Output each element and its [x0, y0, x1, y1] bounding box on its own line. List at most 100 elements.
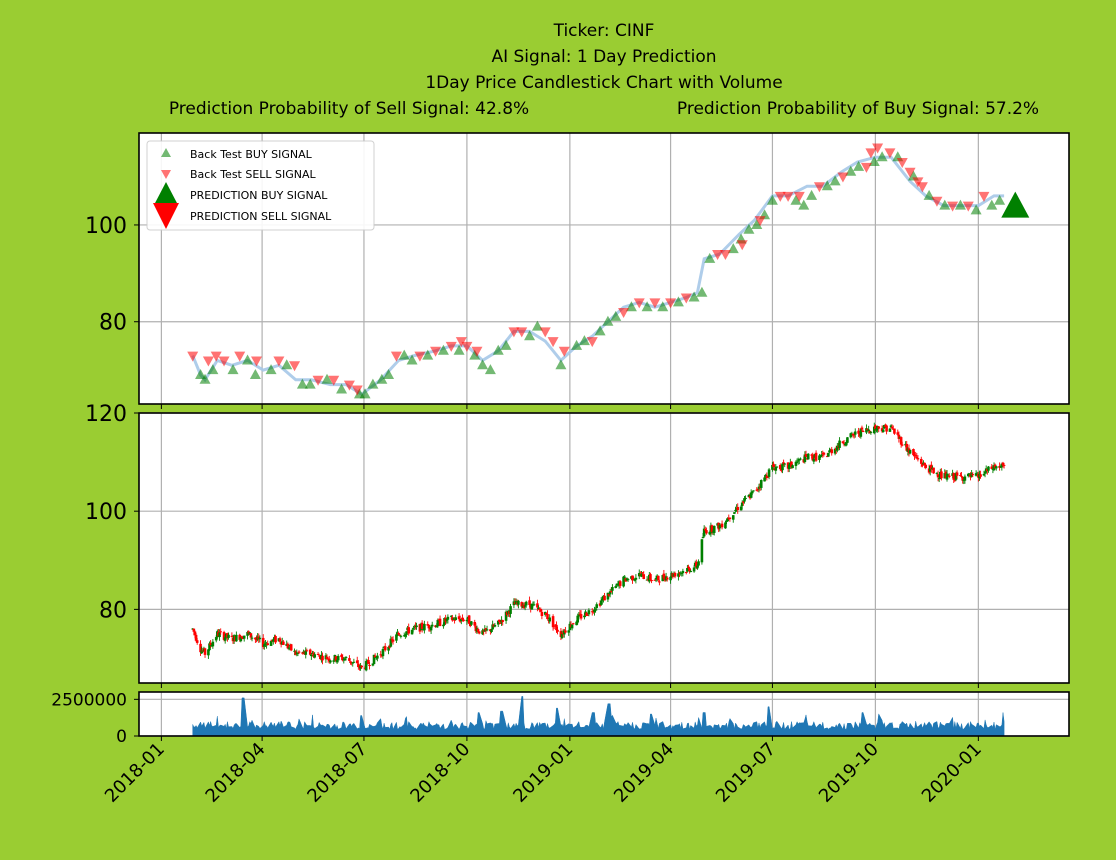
candle-body — [752, 490, 755, 492]
sell-signal-marker — [962, 201, 974, 212]
candle-body — [227, 634, 230, 638]
candle-body — [896, 432, 900, 435]
sell-signal-marker — [978, 191, 990, 202]
candle-body — [387, 646, 390, 651]
candle-body — [736, 506, 740, 511]
candle-body — [846, 437, 849, 443]
candle-body — [759, 480, 763, 488]
sell-signal-marker — [390, 351, 402, 362]
candle-body — [867, 429, 870, 432]
candle-body — [968, 473, 971, 475]
candle-body — [889, 425, 893, 428]
sell-signal-marker — [351, 385, 363, 396]
candle-body — [203, 648, 207, 655]
candle-body — [849, 433, 853, 438]
sell-signal-marker — [884, 148, 896, 159]
candle-body — [743, 498, 746, 502]
candle-body — [246, 632, 249, 636]
candle-body — [828, 450, 831, 453]
candle-body — [490, 629, 493, 632]
candle-body — [739, 506, 743, 511]
candle-body — [540, 611, 544, 617]
candle-body — [501, 620, 505, 622]
candle-body — [367, 660, 370, 664]
candle-body — [477, 631, 481, 634]
candle-body — [744, 497, 747, 499]
candle-body — [271, 639, 275, 642]
candle-body — [287, 647, 291, 649]
sell-signal-marker — [328, 375, 340, 386]
candle-body — [885, 425, 888, 432]
candle-body — [199, 643, 202, 653]
candle-body — [673, 573, 677, 577]
candle-body — [734, 509, 737, 511]
sell-signal-marker — [782, 191, 794, 202]
candle-body — [223, 637, 227, 641]
candle-body — [783, 463, 787, 465]
candle-body — [407, 627, 411, 634]
candle-body — [860, 427, 864, 430]
candle-body — [452, 618, 455, 620]
candle-body — [296, 652, 300, 654]
candle-body — [297, 651, 301, 653]
candle-body — [537, 608, 540, 610]
candle-body — [945, 473, 949, 480]
sell-signal-marker — [539, 327, 551, 338]
sell-signal-marker — [754, 216, 766, 227]
candle-body — [523, 605, 527, 607]
sell-signal-marker — [837, 172, 849, 183]
buy-signal-marker — [484, 364, 496, 375]
sell-signal-marker — [516, 327, 528, 338]
candle-body — [794, 461, 798, 466]
candle-body — [812, 458, 816, 462]
candle-body — [222, 632, 226, 640]
candle-body — [470, 621, 473, 625]
candle-body — [218, 632, 221, 638]
buy-signal-marker — [829, 175, 841, 186]
title-line-2: AI Signal: 1 Day Prediction — [491, 47, 716, 67]
candle-body — [631, 575, 634, 581]
buy-signal-marker — [321, 373, 333, 384]
candle-body — [391, 639, 395, 642]
candle-body — [587, 610, 591, 615]
candle-body — [411, 628, 415, 630]
candle-body — [869, 431, 873, 433]
price-panel — [134, 412, 1069, 688]
candle-body — [430, 624, 434, 627]
buy-signal-marker — [398, 349, 410, 360]
candle-body — [395, 634, 398, 641]
candle-body — [680, 572, 684, 574]
candle-body — [633, 578, 637, 581]
chart-panels: 80 100 Back Test BUY SIGNAL Back Test SELL … — [51, 132, 1070, 807]
candle-body — [278, 638, 282, 642]
volume-ytick-label-1: 2500000 — [51, 690, 127, 710]
candle-body — [881, 429, 885, 433]
candle-body — [778, 465, 782, 470]
buy-signal-marker — [790, 194, 802, 205]
candle-body — [626, 579, 630, 581]
candle-body — [961, 476, 964, 481]
candle-body — [219, 631, 222, 633]
candle-body — [239, 637, 243, 642]
candle-body — [399, 635, 403, 637]
candle-body — [327, 658, 331, 661]
candle-body — [1002, 464, 1006, 466]
candle-body — [481, 630, 484, 635]
price-frame — [138, 412, 1070, 684]
candle-body — [782, 462, 785, 464]
buy-signal-marker — [696, 286, 708, 297]
candle-body — [316, 653, 320, 655]
candle-body — [953, 479, 957, 481]
candle-body — [340, 654, 343, 658]
candle-body — [509, 606, 512, 614]
buy-signal-marker — [970, 204, 982, 215]
candle-body — [772, 463, 775, 468]
candle-body — [811, 454, 815, 461]
candle-body — [795, 462, 799, 464]
x-tick-label-8: 2020-01 — [918, 739, 986, 807]
candle-body — [364, 661, 368, 671]
candle-body — [467, 615, 471, 624]
candle-body — [341, 657, 344, 661]
candle-body — [476, 629, 480, 632]
volume-panel — [134, 692, 1069, 741]
